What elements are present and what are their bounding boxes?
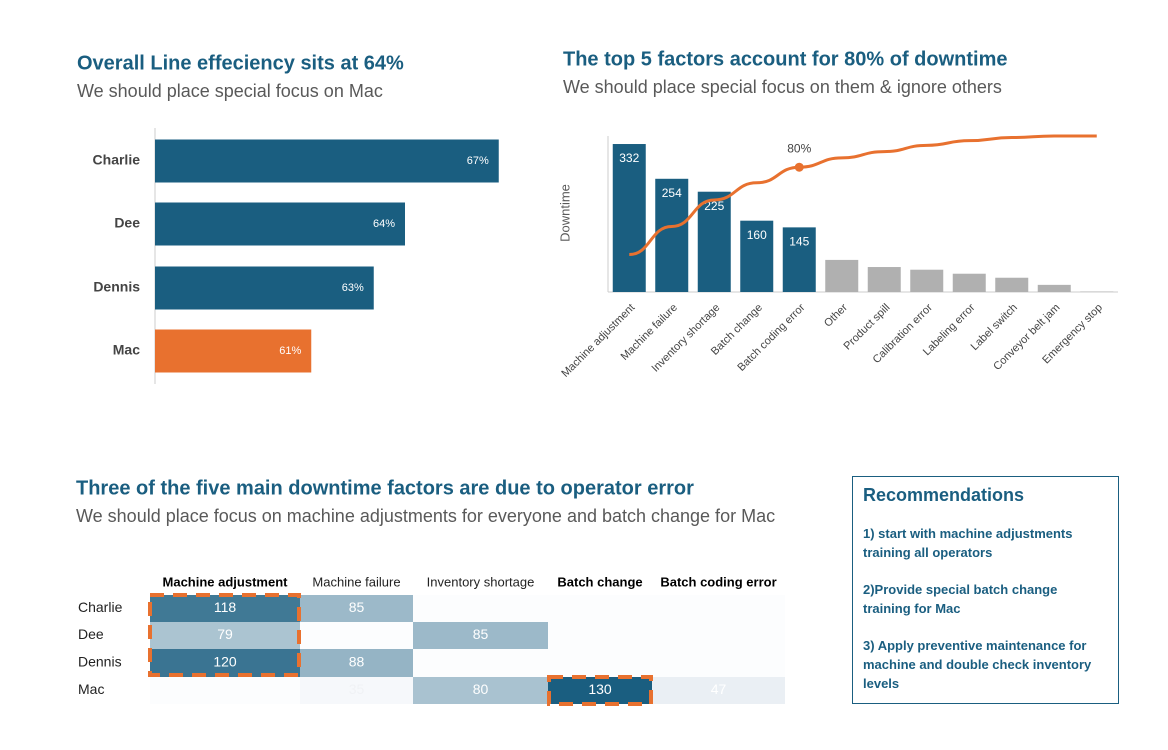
column-header: Machine adjustment [163,574,289,589]
bar [155,266,374,310]
heatmap-cell [548,622,652,649]
value-label: 63% [342,282,364,294]
cell-value: 130 [588,681,612,697]
bar [155,139,499,183]
heatmap-cell [652,622,785,649]
column-header: Batch change [557,574,642,589]
cell-value: 118 [214,599,237,615]
cell-value: 120 [213,654,237,670]
value-label: 254 [662,186,682,200]
bar [910,269,944,292]
bar [782,227,816,292]
heatmap-cell [413,622,548,649]
heatmap-cell [150,622,300,649]
heatmap-cell [300,595,413,622]
row-label: Mac [78,681,104,697]
row-label: Dee [78,626,104,642]
row-label: Dennis [78,654,122,670]
table-title: Three of the five main downtime factors … [76,477,694,499]
highlights [148,593,653,706]
bar [655,178,689,292]
value-label: 145 [789,235,809,249]
heatmap-cell [548,649,652,677]
heatmap-cell [150,677,300,704]
heatmap-cell [300,622,413,649]
chart-subtitle: We should place special focus on them & … [563,77,1002,97]
category-label: Dee [114,215,140,231]
bar [740,220,774,292]
heatmap-cell [150,649,300,677]
category-label: Mac [113,342,140,358]
heatmap-cell [300,649,413,677]
bar [952,273,986,292]
cell-value: 85 [473,626,489,642]
rec-item: 2)Provide special batch change training … [863,582,1058,616]
heatmap-cell [300,677,413,704]
rec-title: Recommendations [863,485,1025,505]
row-label: Charlie [78,599,123,615]
bar [1037,284,1071,292]
rec-item: 3) Apply preventive maintenance for mach… [863,638,1092,691]
value-label: 160 [747,228,767,242]
value-label: 64% [373,218,395,230]
category-label: Dennis [93,279,140,295]
heatmap-cell [652,595,785,622]
chart-title: Overall Line effeciency sits at 64% [77,52,404,74]
heatmap-cell [150,595,300,622]
heatmap-cell [548,595,652,622]
heatmap-cell [413,649,548,677]
y-axis-label: Downtime [557,184,572,242]
category-label: Charlie [93,152,141,168]
bar [867,267,901,292]
table-subtitle: We should place focus on machine adjustm… [76,506,775,526]
rec-item: 1) start with machine adjustments traini… [863,526,1073,560]
value-label: 61% [279,345,301,357]
x-tick-label: Other [822,301,850,329]
bar [995,277,1029,292]
value-label: 67% [467,155,489,167]
heatmap-cell [413,595,548,622]
cell-value: 35 [349,681,365,697]
cell-value: 79 [217,626,233,642]
cumulative-line [629,134,1097,257]
bar [155,329,312,373]
heatmap: Machine adjustment Machine failure Invento… [78,574,785,704]
recommendations: Recommendations 1) start with machine ad… [852,476,1119,704]
cell-value: 88 [349,654,365,670]
column-header: Inventory shortage [427,574,535,589]
column-header: Machine failure [312,574,400,589]
cumulative-label: 80% [787,141,811,155]
cell-value: 85 [349,599,365,615]
value-label: 225 [704,199,724,213]
highlight-box [148,593,301,677]
heatmap-cell [652,677,785,704]
bar [612,144,646,292]
heatmap-cell [652,649,785,677]
bar [155,202,405,246]
chart-title: The top 5 factors account for 80% of dow… [563,48,1008,70]
chart-subtitle: We should place special focus on Mac [77,81,383,101]
heatmap-cell [548,677,652,704]
column-header: Batch coding error [660,574,776,589]
cell-value: 47 [711,681,727,697]
cumulative-point [794,162,804,172]
cell-value: 80 [473,681,489,697]
bar [697,191,731,292]
bar [825,259,859,292]
highlight-box [547,675,653,706]
heatmap-cell [413,677,548,704]
x-tick-label: Machine adjustment [559,302,637,380]
value-label: 332 [619,151,639,165]
